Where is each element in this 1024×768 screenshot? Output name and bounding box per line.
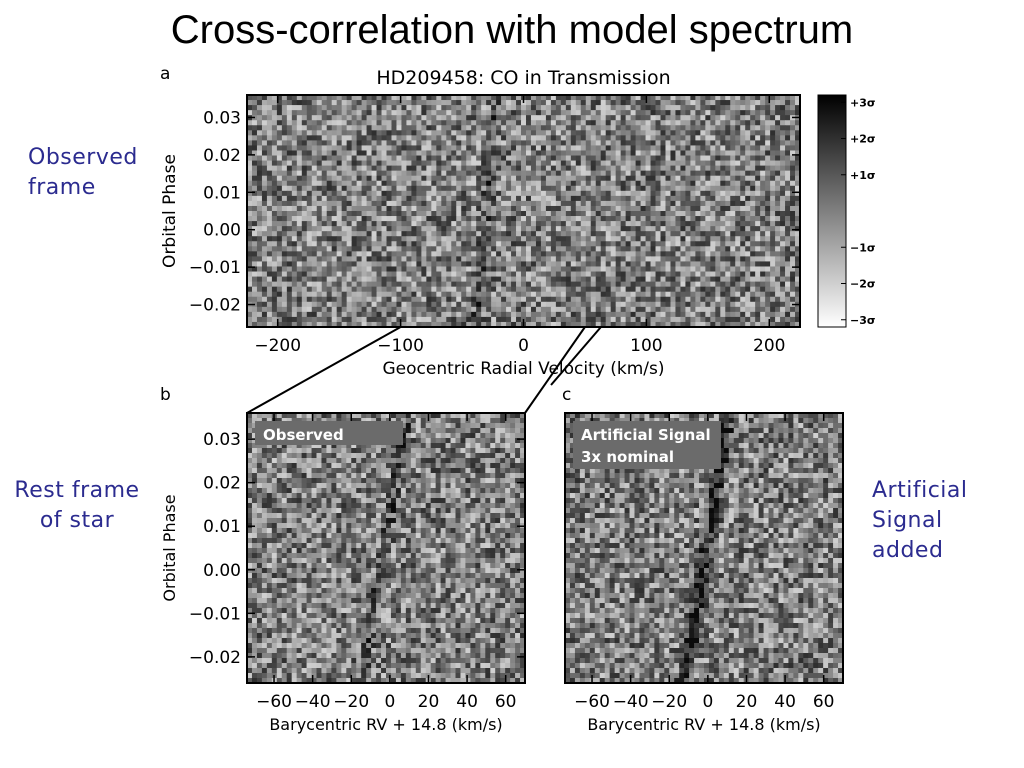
colorbar: +3σ +2σ +1σ −1σ −2σ −3σ [817,94,875,328]
x-tick-label: −40 [295,692,331,712]
y-tick-label: −0.01 [189,258,241,278]
x-tick-label: −40 [613,692,649,712]
artificial-label-line: 3x nominal [581,448,674,466]
panel-letter-b: b [160,385,171,405]
note-observed-frame: Observed frame [28,143,138,203]
artificial-label-box [573,421,721,469]
observed-label: Observed [263,426,344,444]
plot-frame-c [564,412,844,684]
y-tick-label: 0.00 [203,561,241,581]
y-tick-label: −0.01 [189,604,241,624]
panel-letter-a: a [160,64,171,84]
x-tick-label: 100 [630,336,662,356]
colorbar-label: +2σ [850,133,875,146]
x-tick-label: −200 [254,336,301,356]
x-tick-label: 200 [753,336,785,356]
colorbar-label: −2σ [850,278,875,291]
y-tick-label: −0.02 [189,296,241,316]
x-tick-label: 0 [702,692,713,712]
note-line: of star [39,508,115,533]
y-axis-label: Orbital Phase [160,154,180,268]
note-line: Signal [872,508,943,533]
x-tick-label: −100 [377,336,424,356]
note-rest-frame: Rest frame of star [10,476,144,536]
x-tick-label: 0 [384,692,395,712]
colorbar-label: +1σ [850,169,875,182]
x-tick-label: 40 [774,692,796,712]
plot-frame-b [246,412,526,684]
colorbar-label: −1σ [850,241,875,254]
x-axis-label: Barycentric RV + 14.8 (km/s) [587,715,820,734]
note-artificial-signal: Artificial Signal added [872,476,968,566]
x-axis-label: Barycentric RV + 14.8 (km/s) [269,715,502,734]
x-tick-label: 60 [495,692,517,712]
colorbar-label: +3σ [850,96,875,109]
x-tick-label: 20 [418,692,440,712]
slide-title: Cross-correlation with model spectrum [170,8,854,52]
y-tick-label: 0.02 [203,474,241,494]
x-tick-label: −20 [651,692,687,712]
note-line: frame [28,175,96,200]
x-tick-label: −60 [256,692,292,712]
x-tick-label: 40 [456,692,478,712]
y-tick-label: 0.03 [203,108,241,128]
y-tick-label: 0.02 [203,146,241,166]
heatmap-a [247,95,801,328]
note-line: Rest frame [14,478,140,503]
zoom-connector-c [550,326,602,386]
y-tick-label: 0.00 [203,221,241,241]
artificial-label-line: Artificial Signal [581,426,711,444]
heatmap-b [247,413,526,684]
y-tick-label: 0.01 [203,183,241,203]
note-line: added [872,538,944,563]
zoom-connector-left [246,326,402,414]
observed-label-box [255,421,403,445]
note-line: Artificial [872,478,968,503]
x-tick-label: 20 [736,692,758,712]
colorbar-scale [817,94,847,328]
y-tick-label: 0.03 [203,430,241,450]
y-tick-label: −0.02 [189,648,241,668]
x-tick-label: 0 [518,336,529,356]
y-tick-label: 0.01 [203,517,241,537]
y-axis-label: Orbital Phase [160,494,179,601]
x-tick-label: 60 [813,692,835,712]
x-tick-label: −20 [333,692,369,712]
zoom-connector-right [524,326,586,414]
colorbar-label: −3σ [850,314,875,327]
chart-title-a: HD209458: CO in Transmission [376,67,670,89]
note-line: Observed [28,145,138,170]
panel-letter-c: c [562,385,572,405]
x-axis-label: Geocentric Radial Velocity (km/s) [382,359,664,379]
x-tick-label: −60 [574,692,610,712]
